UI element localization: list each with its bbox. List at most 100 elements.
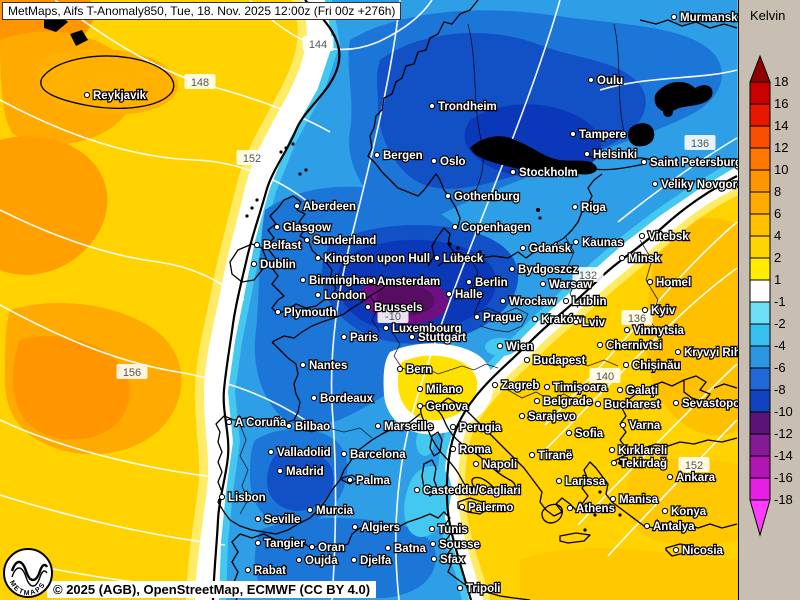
city: Glasgow: [274, 222, 331, 234]
city-label: Saint Petersburg: [650, 157, 738, 169]
city-label: Lübeck: [443, 253, 484, 265]
city-label: Sevastopol: [682, 398, 738, 410]
city-label: Barcelona: [350, 449, 406, 461]
city: Stockholm: [510, 167, 577, 179]
city-marker: [450, 446, 455, 451]
colorbar-tick-label: 16: [774, 96, 788, 111]
city-label: Timișoara: [553, 382, 608, 394]
city: Budapest: [524, 355, 585, 367]
city-label: Tampere: [579, 129, 626, 141]
city-marker: [383, 325, 388, 330]
city-label: Genova: [426, 401, 469, 413]
city: Sunderland: [304, 235, 376, 247]
city: Brussels: [365, 302, 422, 314]
colorbar-tick-label: -2: [774, 316, 786, 331]
colorbar-tick-label: -14: [774, 448, 793, 463]
city-marker: [639, 233, 644, 238]
city-label: Tiranë: [538, 450, 572, 462]
city: Reykjavik: [84, 90, 146, 102]
city-label: Varna: [629, 420, 661, 432]
city-marker: [570, 131, 575, 136]
colorbar-arrow-up: [750, 56, 770, 82]
city: Tekirdağ: [611, 458, 667, 470]
city-marker: [409, 334, 414, 339]
colorbar-segment: [750, 346, 770, 368]
colorbar-tick-label: -4: [774, 338, 786, 353]
city-label: Sunderland: [313, 235, 376, 247]
colorbar-segment: [750, 368, 770, 390]
city-label: Bilbao: [295, 421, 330, 433]
city: Casteddu/Cagliari: [414, 485, 520, 497]
city-marker: [595, 401, 600, 406]
city-label: Oujda: [305, 555, 338, 567]
city-marker: [294, 203, 299, 208]
city-marker: [375, 423, 380, 428]
city-label: Riga: [581, 202, 607, 214]
city: Gdańsk: [520, 243, 571, 255]
city-label: Plymouth: [284, 307, 336, 319]
city-marker: [352, 524, 357, 529]
city-marker: [311, 395, 316, 400]
colorbar-tick-label: 2: [774, 250, 781, 265]
city-label: Prague: [483, 312, 522, 324]
colorbar-segment: [750, 258, 770, 280]
city-label: Birmingham: [309, 275, 376, 287]
colorbar: 181614121086421-1-2-4-6-8-10-12-14-16-18: [739, 0, 800, 600]
colorbar-segment: [750, 126, 770, 148]
colorbar-segment: [750, 236, 770, 258]
city-label: Sousse: [439, 539, 480, 551]
colorbar-tick-label: -1: [774, 294, 786, 309]
colorbar-tick-label: -12: [774, 426, 793, 441]
city-marker: [309, 544, 314, 549]
colorbar-tick-label: 6: [774, 206, 781, 221]
city-marker: [245, 567, 250, 572]
city-marker: [315, 292, 320, 297]
city-marker: [667, 474, 672, 479]
city: Murmansk: [671, 12, 738, 24]
city-marker: [446, 291, 451, 296]
city-label: Tangier: [264, 538, 305, 550]
city-marker: [374, 152, 379, 157]
city-marker: [624, 327, 629, 332]
city-marker: [300, 277, 305, 282]
city-marker: [563, 298, 568, 303]
city: Timișoara: [544, 382, 607, 394]
city-label: Kingston upon Hull: [324, 253, 430, 265]
city-marker: [540, 281, 545, 286]
city-label: Paris: [350, 332, 378, 344]
city-marker: [429, 103, 434, 108]
city: Stuttgart: [409, 332, 466, 344]
contour-label: 144: [309, 39, 327, 51]
city-label: Halle: [455, 289, 483, 301]
city: A Coruña: [226, 417, 287, 429]
city-label: Warsaw: [549, 279, 592, 291]
city-label: Bucharest: [604, 399, 660, 411]
city-label: Murcia: [316, 505, 354, 517]
colorbar-panel: Kelvin 181614121086421-1-2-4-6-8-10-12-1…: [738, 0, 800, 600]
city-label: Trondheim: [438, 101, 497, 113]
city-marker: [497, 343, 502, 348]
city-marker: [347, 477, 352, 482]
city-label: Tripoli: [466, 583, 501, 595]
city-label: Oulu: [597, 75, 623, 87]
city-label: Chișinău: [632, 360, 681, 372]
city: Bordeaux: [311, 393, 373, 405]
city-label: Perugia: [459, 422, 502, 434]
city-marker: [492, 382, 497, 387]
city-label: Veliky Novgorod: [661, 179, 738, 191]
city-marker: [673, 400, 678, 405]
city-marker: [304, 237, 309, 242]
city-label: Djelfa: [360, 555, 392, 567]
city-marker: [457, 585, 462, 590]
city-marker: [510, 169, 515, 174]
contour-label: 148: [191, 77, 209, 89]
contour-label: 152: [685, 460, 703, 472]
city-marker: [450, 424, 455, 429]
city: Kingston upon Hull: [315, 253, 430, 265]
city-label: Sfax: [440, 554, 465, 566]
city-label: Sarajevo: [528, 411, 576, 423]
city-label: Bergen: [383, 150, 423, 162]
city-label: Algiers: [361, 522, 400, 534]
city-label: Glasgow: [283, 222, 331, 234]
city-label: Oran: [318, 542, 345, 554]
